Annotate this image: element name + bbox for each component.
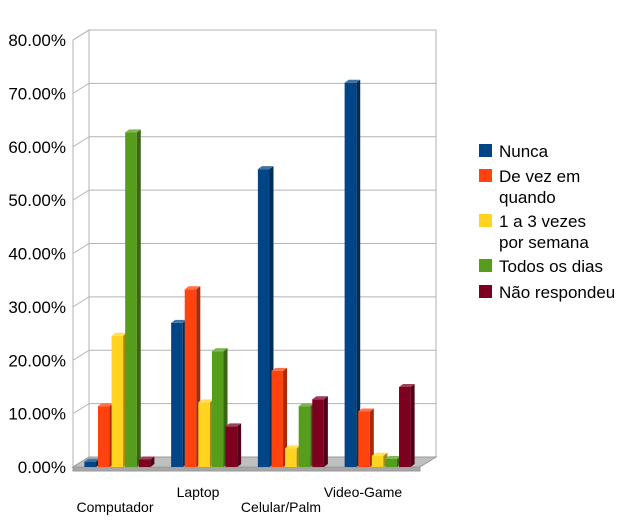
bar	[225, 423, 242, 467]
y-tick-label: 30.00%	[8, 298, 66, 317]
bar	[111, 332, 128, 467]
bar	[125, 129, 141, 467]
x-category-label: Computador	[76, 499, 153, 515]
bar	[312, 396, 328, 467]
bar	[385, 455, 402, 467]
y-tick-label: 70.00%	[8, 84, 66, 103]
y-tick-label: 40.00%	[8, 245, 66, 264]
legend-label: Não respondeu	[499, 283, 615, 302]
y-tick-label: 60.00%	[8, 138, 66, 157]
bar	[171, 319, 187, 467]
bar	[97, 403, 114, 467]
bar	[298, 403, 315, 467]
gridline-side	[72, 189, 90, 201]
bar	[198, 399, 214, 467]
gridline-side	[72, 243, 90, 254]
bar	[138, 456, 155, 467]
x-category-label: Video-Game	[324, 484, 403, 500]
legend-label: por semana	[499, 233, 589, 252]
legend: Nunca De vez em quando 1 a 3 vezes por seman…	[479, 142, 615, 302]
x-category-label: Laptop	[177, 484, 220, 500]
gridline-side	[72, 136, 90, 148]
bar	[211, 348, 228, 467]
bars	[84, 79, 415, 468]
legend-swatch	[479, 169, 492, 182]
legend-label: Todos os dias	[499, 257, 603, 276]
legend-item: Nunca	[479, 142, 549, 161]
bar	[285, 445, 301, 467]
legend-label: quando	[499, 188, 556, 207]
y-tick-label: 20.00%	[8, 351, 66, 370]
legend-item: Não respondeu	[479, 283, 615, 302]
bar	[84, 458, 100, 467]
legend-swatch	[479, 259, 492, 272]
legend-item: De vez em quando	[479, 167, 580, 207]
gridline-side	[72, 296, 90, 308]
bar	[399, 383, 415, 467]
legend-label: 1 a 3 vezes	[499, 212, 586, 231]
y-axis: 0.00% 10.00% 20.00% 30.00% 40.00% 50.00% 60.00…	[8, 31, 66, 477]
gridline-side	[72, 403, 90, 415]
y-tick-label: 10.00%	[8, 405, 66, 424]
legend-label: De vez em	[499, 167, 580, 186]
legend-swatch	[479, 214, 492, 227]
gridline-side	[72, 349, 90, 361]
y-tick-label: 0.00%	[18, 458, 66, 477]
bar	[371, 452, 388, 467]
x-category-label: Celular/Palm	[241, 499, 321, 515]
bar	[271, 367, 288, 467]
legend-item: Todos os dias	[479, 257, 603, 276]
bar	[184, 286, 201, 467]
gridline-side	[72, 29, 90, 41]
legend-swatch	[479, 285, 492, 298]
legend-item: 1 a 3 vezes por semana	[479, 212, 589, 252]
bar	[358, 408, 374, 467]
gridline-side	[72, 82, 90, 94]
bar	[257, 166, 274, 468]
bar	[344, 79, 361, 467]
y-tick-label: 50.00%	[8, 191, 66, 210]
y-tick-label: 80.00%	[8, 31, 66, 50]
legend-label: Nunca	[499, 142, 549, 161]
floor-front	[72, 466, 421, 472]
legend-swatch	[479, 144, 492, 157]
